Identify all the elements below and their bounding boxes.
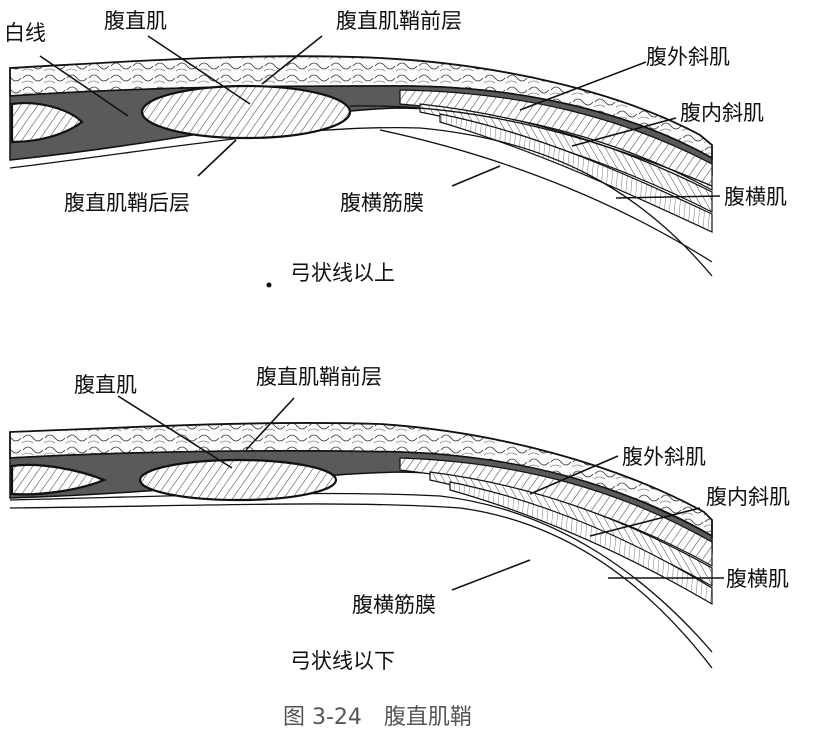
lower-peritoneum-line: [9, 503, 713, 669]
upper-rectus-muscle: [140, 84, 352, 140]
leader-rectus-lower: [117, 395, 233, 469]
label-linea-alba: 白线: [4, 21, 46, 45]
title-upper: 弓状线以上: [290, 261, 395, 285]
label-transversalis-lower: 腹横筋膜: [352, 593, 436, 617]
figure-caption: 图 3-24 腹直肌鞘: [283, 705, 472, 730]
leader-external-oblique-upper: [519, 61, 647, 111]
lower-panel: 腹直肌 腹直肌鞘前层 腹外斜肌 腹内斜肌 腹横肌 腹横筋膜 弓状线以下: [9, 365, 790, 673]
label-transversus-lower: 腹横肌: [726, 567, 789, 591]
upper-peritoneum-line: [9, 126, 713, 277]
leader-rectus-upper: [147, 35, 251, 105]
label-anterior-layer-lower: 腹直肌鞘前层: [256, 365, 382, 389]
leader-transversalis-upper: [451, 165, 501, 187]
leader-internal-oblique-upper: [571, 117, 677, 147]
label-internal-oblique-upper: 腹内斜肌: [680, 101, 764, 125]
label-external-oblique-upper: 腹外斜肌: [646, 45, 730, 69]
stray-dot: [266, 282, 272, 288]
lower-left-lens: [10, 463, 107, 496]
upper-transversalis-fascia-line: [379, 129, 713, 263]
leader-transversalis-lower: [451, 559, 531, 591]
upper-sheath-line: [349, 105, 713, 187]
leader-anterior-layer-lower: [245, 397, 295, 451]
upper-left-lens: [10, 102, 84, 144]
label-transversalis-upper: 腹横筋膜: [340, 191, 424, 215]
label-anterior-layer-upper: 腹直肌鞘前层: [336, 9, 462, 33]
label-external-oblique-lower: 腹外斜肌: [622, 445, 706, 469]
leader-posterior-layer-upper: [197, 139, 237, 177]
label-internal-oblique-lower: 腹内斜肌: [706, 485, 790, 509]
label-rectus-upper: 腹直肌: [104, 9, 167, 33]
leader-external-oblique-lower: [529, 455, 619, 495]
lower-rectus-muscle: [138, 458, 338, 502]
label-posterior-layer-upper: 腹直肌鞘后层: [64, 191, 190, 215]
leader-transversus-upper: [615, 195, 721, 199]
lower-transversalis-fascia-line: [9, 492, 713, 653]
title-lower: 弓状线以下: [290, 649, 395, 673]
upper-panel: 白线 腹直肌 腹直肌鞘前层 腹外斜肌 腹内斜肌 腹直肌鞘后层 腹横筋膜 腹横肌 …: [4, 9, 787, 288]
label-transversus-upper: 腹横肌: [724, 185, 787, 209]
leader-anterior-layer-upper: [261, 35, 323, 85]
leader-linea-alba: [39, 55, 129, 117]
label-rectus-lower: 腹直肌: [74, 373, 137, 397]
lower-transversus-layer: [449, 481, 713, 606]
leader-internal-oblique-lower: [589, 507, 701, 537]
